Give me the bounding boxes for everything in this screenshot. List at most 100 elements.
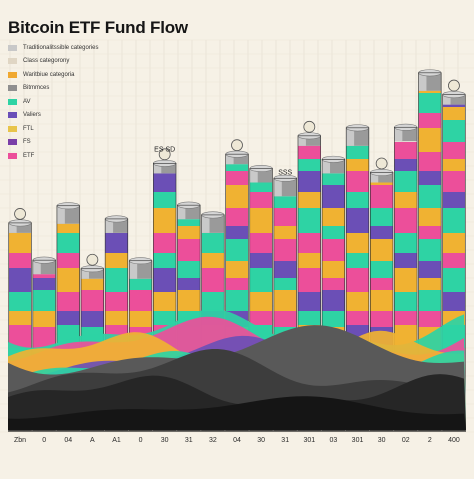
bar-cap-highlight xyxy=(273,178,282,197)
bar-segment xyxy=(442,107,466,120)
bar-segment xyxy=(418,311,442,327)
legend-item: Waritbiue categoria xyxy=(8,69,98,80)
bar-segment xyxy=(56,223,80,233)
bar-segment xyxy=(32,311,56,327)
bar-segment xyxy=(225,239,249,261)
x-tick-label: A xyxy=(90,437,95,444)
bar-segment xyxy=(249,311,273,325)
bar-segment xyxy=(394,311,418,325)
bar-segment xyxy=(297,253,321,268)
bar-segment xyxy=(177,239,201,261)
bar-segment xyxy=(418,113,442,128)
coin-icon xyxy=(231,139,243,152)
legend-label: FTL xyxy=(23,125,34,132)
bar-segment xyxy=(297,192,321,208)
bar-segment xyxy=(418,185,442,208)
x-tick-label: 02 xyxy=(402,437,410,444)
bar-segment xyxy=(8,292,32,311)
bar-segment xyxy=(105,253,128,268)
bar-segment xyxy=(201,253,225,268)
bar-segment xyxy=(394,292,418,311)
bar-segment xyxy=(322,290,345,311)
bar-segment xyxy=(418,171,442,185)
bar-cap-highlight xyxy=(442,94,451,105)
bar-segment xyxy=(105,311,128,325)
bar-segment xyxy=(297,233,321,253)
legend-label: FS xyxy=(23,139,31,145)
bar-segment xyxy=(322,239,345,261)
bar-segment xyxy=(297,292,321,311)
bar-cap-highlight xyxy=(297,135,306,146)
legend-swatch xyxy=(8,98,17,105)
bar-cap xyxy=(370,172,393,183)
x-tick-label: 32 xyxy=(209,437,217,444)
bar-cap-highlight xyxy=(153,163,162,174)
bar-segment xyxy=(297,268,321,292)
legend-swatch xyxy=(8,85,17,91)
legend-label: Bitmmces xyxy=(23,85,50,91)
chart-title: Bitcoin ETF Fund Flow xyxy=(8,18,188,37)
bar-segment xyxy=(225,185,249,208)
bar-segment xyxy=(249,208,273,233)
legend-swatch xyxy=(8,71,17,78)
bar-segment xyxy=(297,145,321,159)
bar-cap-highlight xyxy=(56,205,65,224)
legend-label: ETF xyxy=(23,152,35,159)
bar-segment xyxy=(442,233,466,253)
bar-cap-highlight xyxy=(249,168,258,183)
bar-segment xyxy=(322,278,345,290)
bar-segment xyxy=(418,93,442,113)
bar-segment xyxy=(273,261,297,278)
bar-segment xyxy=(346,311,369,325)
bar-segment xyxy=(297,171,321,192)
coin-icon xyxy=(158,148,171,161)
legend-swatch xyxy=(8,58,17,64)
x-tick-label: 301 xyxy=(352,437,364,444)
bar-segment xyxy=(56,233,80,253)
bar-cap-highlight xyxy=(201,214,210,233)
bar-segment xyxy=(225,164,249,171)
bar-segment xyxy=(105,268,128,292)
legend-swatch xyxy=(8,44,17,51)
bar-segment xyxy=(32,278,56,290)
bar-segment xyxy=(32,290,56,311)
bar-segment xyxy=(322,261,345,278)
bar-segment xyxy=(418,239,442,261)
bar-segment xyxy=(418,90,442,93)
bar-segment xyxy=(81,278,104,290)
bar-segment xyxy=(297,311,321,325)
bar-segment xyxy=(273,196,297,208)
bar-segment xyxy=(346,171,369,192)
bar-segment xyxy=(201,292,225,311)
bar-segment xyxy=(370,290,393,311)
bar-segment xyxy=(418,152,442,171)
legend-label: AV xyxy=(23,98,31,105)
bar-segment xyxy=(177,226,201,239)
bar-segment xyxy=(322,226,345,239)
bar-segment xyxy=(370,208,393,226)
bar-cap-highlight xyxy=(394,127,403,142)
x-tick-label: 0 xyxy=(42,437,46,444)
legend-swatch xyxy=(8,112,17,118)
bar-segment xyxy=(370,261,393,278)
bar-segment xyxy=(442,120,466,142)
x-tick-label: 30 xyxy=(378,437,386,444)
legend-swatch xyxy=(8,152,17,159)
legend-item: FTL xyxy=(8,123,98,134)
bar-cap-highlight xyxy=(177,205,186,220)
dark-landscape xyxy=(8,325,466,430)
legend-label: Waritbiue categoria xyxy=(23,71,75,78)
bar-segment xyxy=(8,253,32,268)
bar-segment xyxy=(153,268,177,292)
bar-segment xyxy=(346,268,369,292)
bar-segment xyxy=(442,253,466,268)
bar-segment xyxy=(273,226,297,239)
bar-segment xyxy=(225,290,249,311)
bar-segment xyxy=(442,104,466,107)
bar-segment xyxy=(346,253,369,268)
bar-segment xyxy=(225,278,249,290)
bar-cap xyxy=(297,135,321,146)
coin-icon xyxy=(14,208,26,220)
